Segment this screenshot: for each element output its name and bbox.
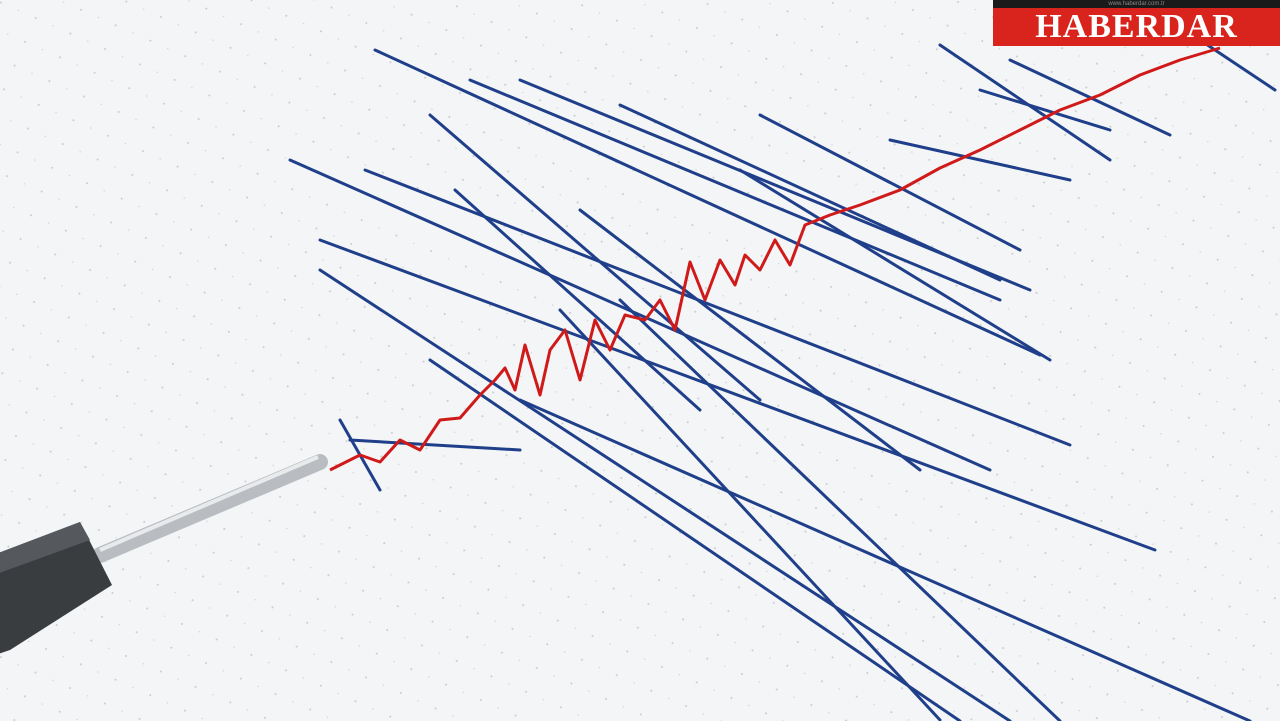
blue-trace-lines [288,38,1277,721]
blue-trace-line [618,298,1062,721]
blue-trace-line [428,358,962,721]
blue-trace-line [978,88,1112,132]
blue-trace-line [758,113,1022,252]
blue-trace-line [288,158,992,472]
blue-trace-line [888,138,1072,182]
haberdar-logo: www.haberdar.com.tr HABERDAR [993,0,1280,46]
logo-url: www.haberdar.com.tr [993,0,1280,8]
blue-trace-line [453,188,702,412]
blue-trace-line [578,208,922,472]
blue-trace-line [738,168,1052,362]
blue-trace-line [348,438,522,452]
red-trace [329,46,1221,472]
blue-trace-line [318,268,1012,721]
blue-trace-line [618,103,1002,282]
blue-trace-line [468,78,1002,302]
blue-trace-line [428,113,762,402]
blue-trace-line [1198,38,1277,92]
blue-trace-line [373,48,1042,357]
logo-name: HABERDAR [993,8,1280,46]
blue-trace-line [558,308,942,721]
blue-trace-line [318,238,1157,552]
pen [0,454,328,654]
blue-trace-line [518,398,1252,721]
